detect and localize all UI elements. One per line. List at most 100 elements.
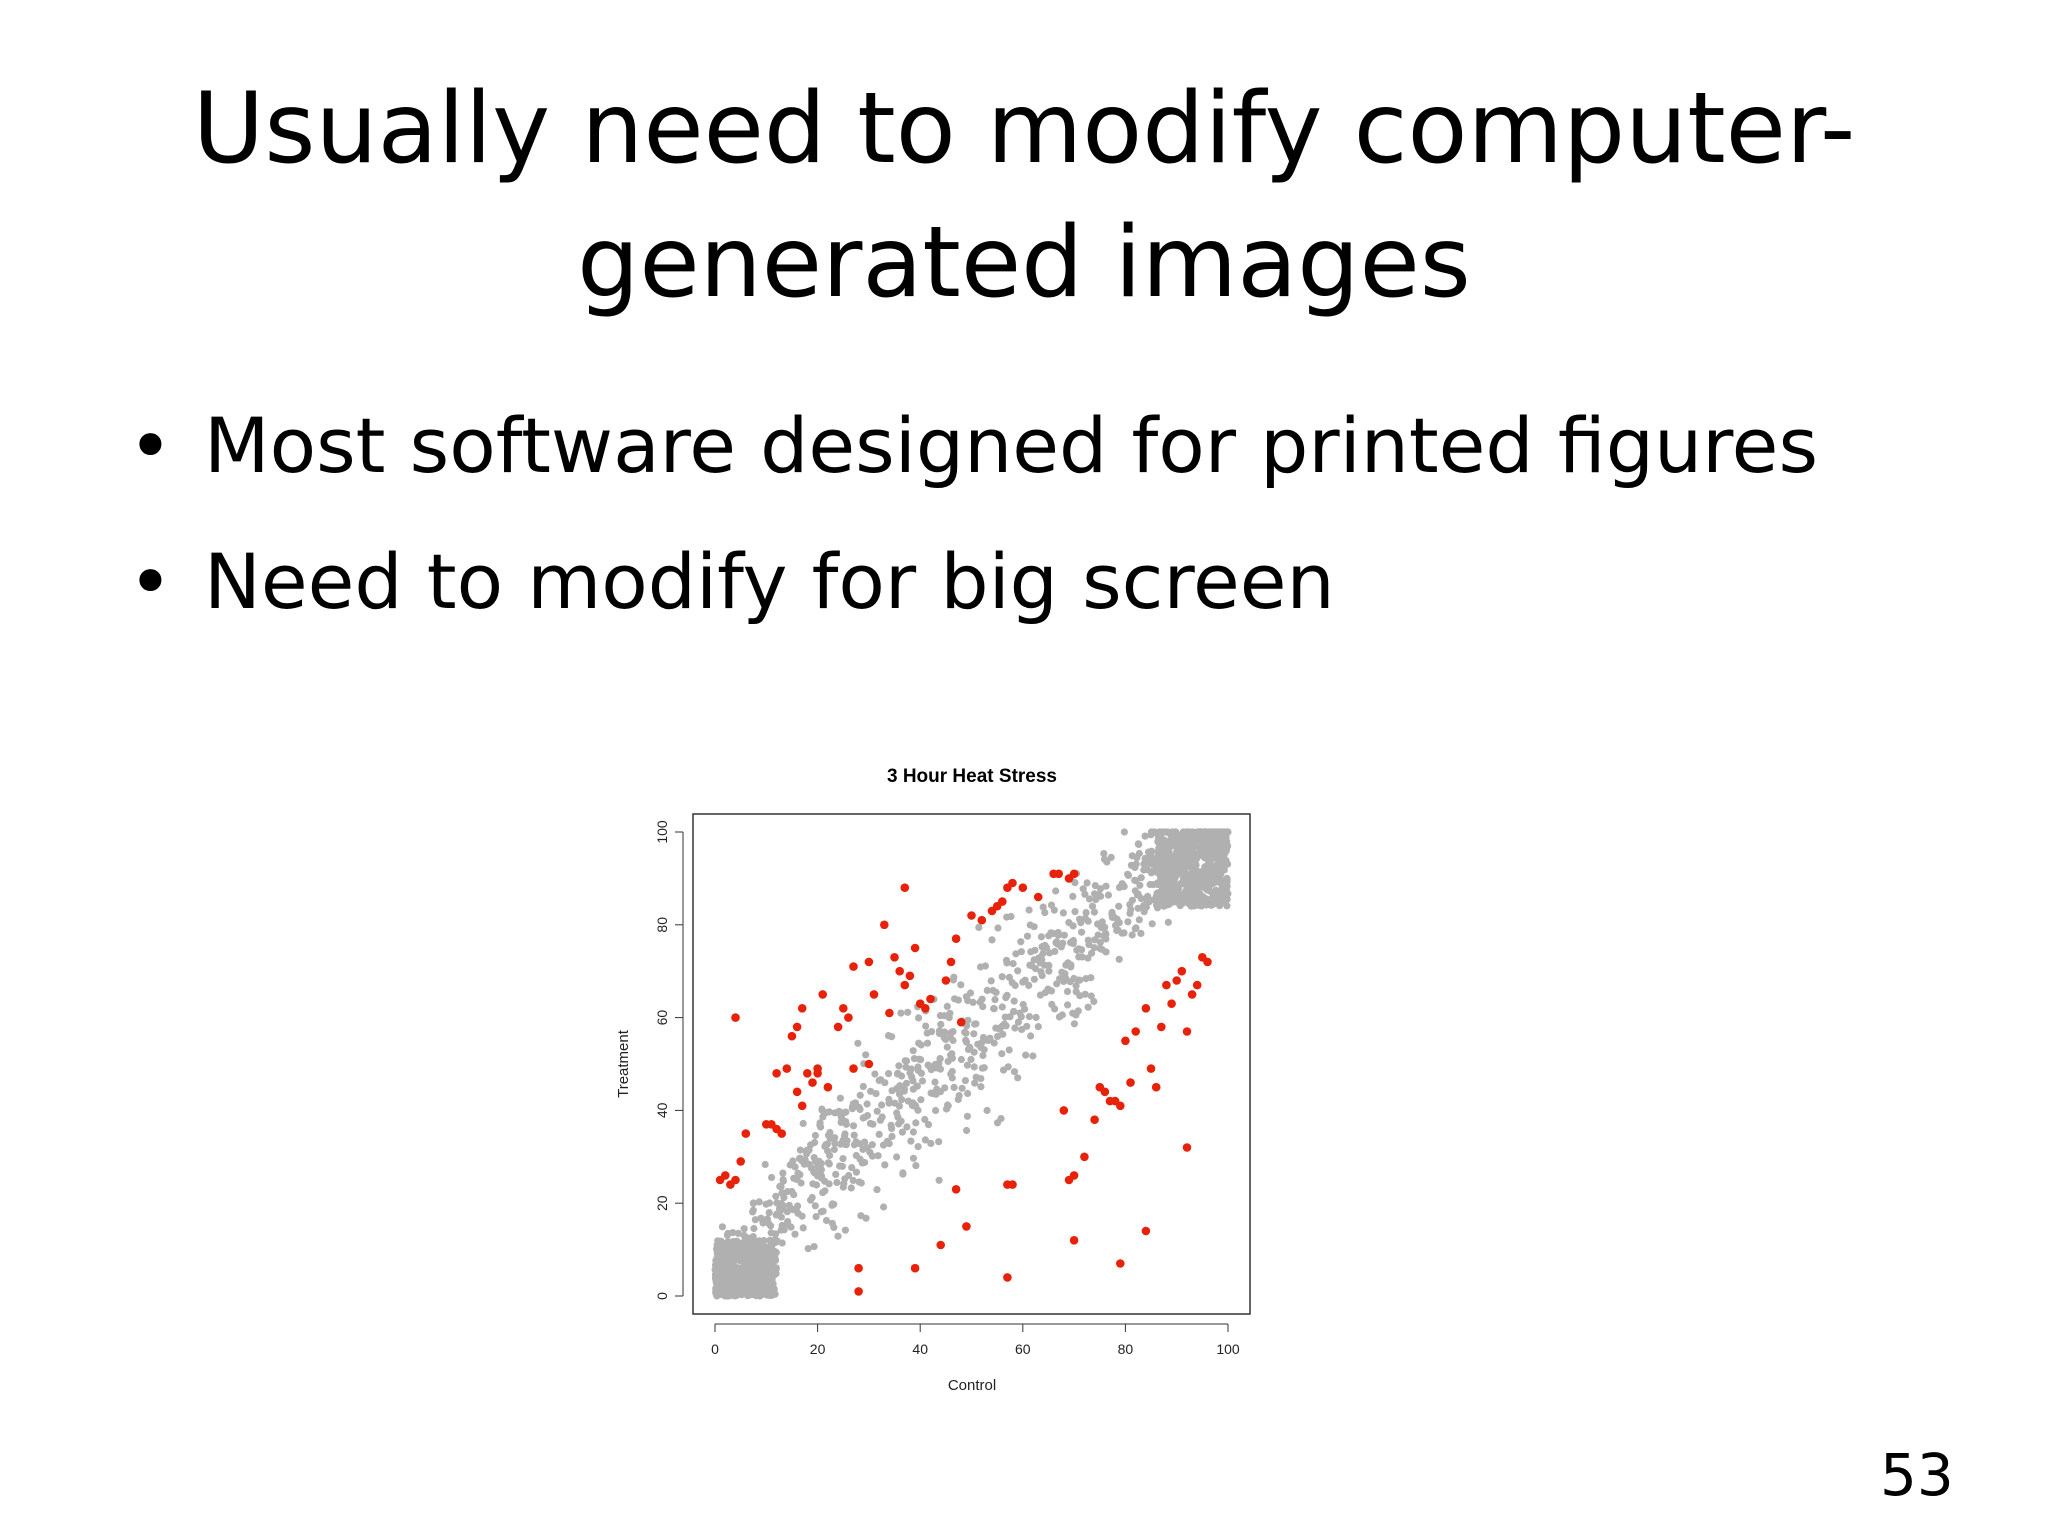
- background-point: [837, 1118, 845, 1126]
- chart-title: 3 Hour Heat Stress: [887, 766, 1057, 787]
- background-point: [799, 1119, 807, 1128]
- background-point: [1208, 828, 1216, 836]
- background-point: [754, 1269, 763, 1277]
- background-point: [1000, 1020, 1008, 1028]
- background-point: [791, 1230, 799, 1238]
- background-point: [816, 1121, 824, 1129]
- highlight-point: [792, 1022, 802, 1032]
- background-point: [982, 1036, 990, 1044]
- background-point: [1166, 865, 1174, 873]
- background-point: [1062, 961, 1070, 969]
- background-point: [1096, 945, 1104, 953]
- background-point: [1102, 929, 1110, 937]
- background-point: [898, 1128, 906, 1136]
- background-point: [1115, 883, 1124, 891]
- background-point: [1205, 859, 1213, 867]
- highlight-point: [900, 980, 910, 990]
- background-point: [768, 1273, 776, 1282]
- background-point: [1052, 887, 1060, 895]
- background-point: [803, 1150, 811, 1158]
- background-point: [749, 1199, 757, 1208]
- background-point: [773, 1199, 781, 1207]
- background-point: [755, 1237, 763, 1245]
- background-point: [900, 1087, 908, 1095]
- background-point: [1170, 857, 1178, 866]
- background-point: [1214, 858, 1222, 867]
- background-point: [809, 1180, 817, 1188]
- background-point: [1179, 879, 1187, 887]
- background-point: [752, 1251, 760, 1260]
- background-point: [1215, 896, 1223, 904]
- background-point: [1098, 918, 1106, 926]
- background-point: [839, 1183, 847, 1191]
- background-point: [949, 1036, 957, 1045]
- highlight-point: [803, 1069, 812, 1078]
- background-point: [1183, 895, 1192, 903]
- highlight-point: [1192, 980, 1202, 990]
- background-point: [1191, 855, 1199, 863]
- background-point: [1014, 1018, 1022, 1026]
- background-point: [1127, 861, 1135, 869]
- background-point: [794, 1169, 802, 1177]
- background-point: [964, 1016, 972, 1024]
- background-point: [729, 1229, 737, 1237]
- background-point: [978, 1064, 986, 1072]
- background-point: [723, 1231, 731, 1239]
- background-point: [796, 1146, 804, 1154]
- highlight-point: [854, 1263, 863, 1273]
- background-point: [812, 1213, 820, 1221]
- background-point: [1060, 931, 1068, 939]
- background-point: [971, 1020, 979, 1028]
- background-point: [903, 1123, 911, 1131]
- background-point: [799, 1224, 807, 1232]
- background-point: [1069, 892, 1077, 900]
- background-point: [887, 1121, 895, 1129]
- background-point: [940, 1012, 948, 1020]
- background-point: [915, 1014, 923, 1022]
- background-point: [1222, 844, 1230, 852]
- background-point: [1128, 852, 1136, 860]
- highlight-point: [977, 915, 987, 925]
- background-point: [772, 1211, 780, 1219]
- background-point: [898, 1096, 906, 1104]
- background-point: [1038, 956, 1046, 964]
- background-point: [819, 1207, 827, 1215]
- y-axis-label: Treatment: [615, 1029, 632, 1098]
- background-point: [1182, 828, 1191, 836]
- background-point: [863, 1144, 871, 1152]
- background-point: [1133, 891, 1141, 899]
- background-point: [1205, 896, 1213, 904]
- background-point: [740, 1257, 748, 1265]
- background-point: [1134, 840, 1142, 848]
- background-point: [729, 1238, 737, 1246]
- highlight-point: [839, 1004, 848, 1013]
- background-point: [749, 1233, 757, 1241]
- page-number: 53: [1880, 1441, 1954, 1509]
- background-point: [1025, 1013, 1033, 1021]
- background-point: [830, 1223, 838, 1231]
- highlight-point: [967, 911, 976, 920]
- highlight-point: [1162, 980, 1171, 990]
- background-point: [1102, 882, 1110, 890]
- background-point: [841, 1226, 849, 1234]
- background-point: [824, 1131, 833, 1139]
- x-axis-label: Control: [948, 1377, 996, 1394]
- background-point: [909, 1154, 918, 1162]
- background-point: [994, 924, 1002, 932]
- background-point: [927, 1089, 935, 1097]
- background-point: [935, 1176, 943, 1184]
- background-point: [771, 1235, 779, 1243]
- highlight-point: [787, 1031, 797, 1041]
- background-point: [1003, 959, 1011, 967]
- background-point: [928, 1028, 936, 1036]
- background-point: [1147, 868, 1155, 876]
- highlight-point: [1003, 1273, 1012, 1282]
- background-point: [772, 1264, 780, 1272]
- background-point: [1091, 882, 1099, 890]
- background-point: [881, 1161, 889, 1169]
- background-point: [785, 1201, 793, 1209]
- background-point: [961, 1028, 969, 1036]
- background-point: [749, 1208, 757, 1216]
- bullet-dot: •: [128, 401, 173, 490]
- background-point: [998, 973, 1006, 981]
